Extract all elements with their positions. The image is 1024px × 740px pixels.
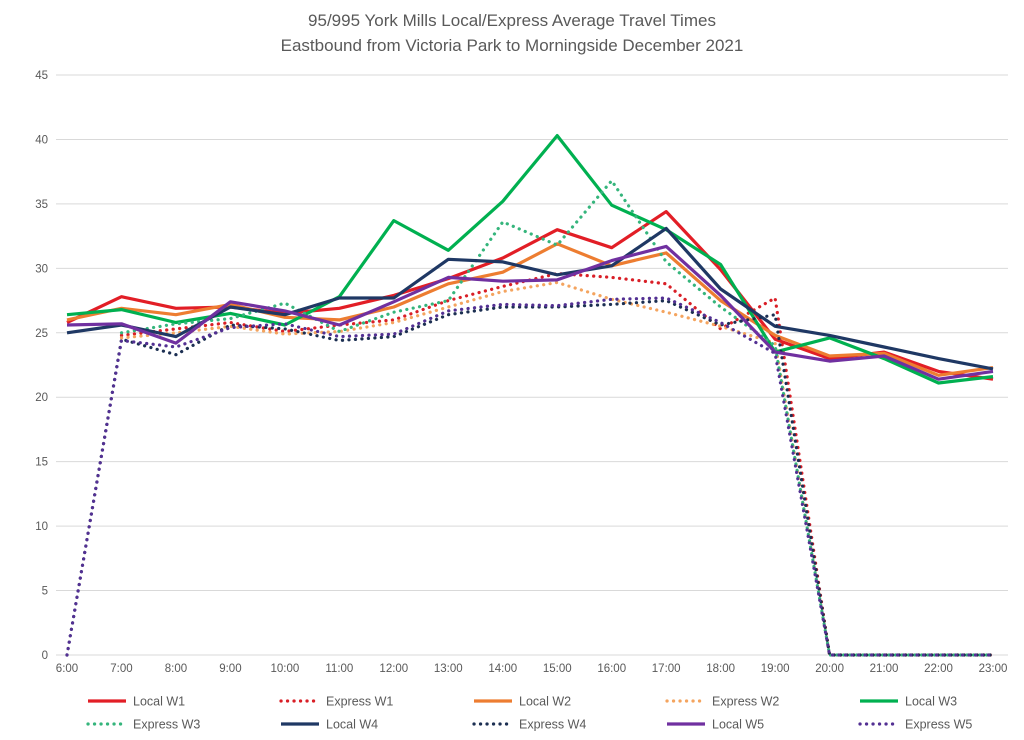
legend-label-local-w3: Local W3 xyxy=(905,695,957,709)
legend-item-express-w5: Express W5 xyxy=(858,718,972,732)
x-tick-label-14:00: 14:00 xyxy=(488,663,517,675)
x-tick-label-10:00: 10:00 xyxy=(270,663,299,675)
x-tick-label-7:00: 7:00 xyxy=(110,663,132,675)
legend-label-local-w4: Local W4 xyxy=(326,718,378,732)
legend-item-local-w3: Local W3 xyxy=(860,695,957,709)
y-tick-label-25: 25 xyxy=(35,328,48,340)
legend-item-express-w3: Express W3 xyxy=(86,718,200,732)
chart-title-line1: 95/995 York Mills Local/Express Average … xyxy=(308,11,716,30)
legend-label-express-w5: Express W5 xyxy=(905,718,972,732)
x-tick-label-20:00: 20:00 xyxy=(815,663,844,675)
y-axis-labels: 0 5 10 15 20 25 30 35 40 45 xyxy=(35,70,48,662)
series-lines-group xyxy=(65,134,995,657)
x-tick-label-12:00: 12:00 xyxy=(379,663,408,675)
x-tick-label-6:00: 6:00 xyxy=(56,663,78,675)
legend-label-local-w2: Local W2 xyxy=(519,695,571,709)
y-tick-label-15: 15 xyxy=(35,457,48,469)
legend-item-express-w1: Express W1 xyxy=(279,695,393,709)
y-tick-label-30: 30 xyxy=(35,263,48,275)
chart-title-line2: Eastbound from Victoria Park to Mornings… xyxy=(280,35,744,55)
x-tick-label-22:00: 22:00 xyxy=(924,663,953,675)
series-line-local-w4 xyxy=(66,226,994,371)
x-tick-label-21:00: 21:00 xyxy=(870,663,899,675)
legend-label-express-w1: Express W1 xyxy=(326,695,393,709)
x-tick-label-15:00: 15:00 xyxy=(543,663,572,675)
series-line-local-w2 xyxy=(66,242,994,377)
gridlines-group xyxy=(56,74,1008,656)
legend-group: Local W1 Express W1 Local W2 Express W2 Loca… xyxy=(86,695,972,732)
series-line-local-w5 xyxy=(66,244,994,381)
y-tick-label-5: 5 xyxy=(42,586,48,598)
legend-label-express-w3: Express W3 xyxy=(133,718,200,732)
y-tick-label-0: 0 xyxy=(42,650,48,662)
legend-label-local-w5: Local W5 xyxy=(712,718,764,732)
x-tick-label-19:00: 19:00 xyxy=(761,663,790,675)
x-tick-label-9:00: 9:00 xyxy=(219,663,241,675)
x-tick-label-11:00: 11:00 xyxy=(325,663,353,675)
y-tick-label-10: 10 xyxy=(35,521,48,533)
x-tick-label-8:00: 8:00 xyxy=(165,663,187,675)
legend-item-local-w1: Local W1 xyxy=(88,695,185,709)
legend-label-express-w2: Express W2 xyxy=(712,695,779,709)
x-tick-label-13:00: 13:00 xyxy=(434,663,463,675)
series-line-express-w3 xyxy=(119,179,995,657)
y-tick-label-20: 20 xyxy=(35,392,48,404)
x-tick-label-16:00: 16:00 xyxy=(597,663,626,675)
series-line-local-w3 xyxy=(66,134,994,385)
series-line-express-w2 xyxy=(119,280,995,657)
legend-label-express-w4: Express W4 xyxy=(519,718,586,732)
legend-item-local-w5: Local W5 xyxy=(667,718,764,732)
legend-item-local-w2: Local W2 xyxy=(474,695,571,709)
legend-item-express-w4: Express W4 xyxy=(472,718,586,732)
series-line-express-w5 xyxy=(65,296,995,657)
y-tick-label-35: 35 xyxy=(35,199,48,211)
x-tick-label-18:00: 18:00 xyxy=(706,663,735,675)
y-tick-label-40: 40 xyxy=(35,134,48,146)
legend-item-express-w2: Express W2 xyxy=(665,695,779,709)
chart-title: 95/995 York Mills Local/Express Average … xyxy=(0,9,1024,58)
x-tick-label-23:00: 23:00 xyxy=(979,663,1008,675)
legend-item-local-w4: Local W4 xyxy=(281,718,378,732)
legend-label-local-w1: Local W1 xyxy=(133,695,185,709)
y-tick-label-45: 45 xyxy=(35,70,48,82)
x-axis-labels: 6:00 7:00 8:00 9:00 10:00 11:00 12:00 13:00 14:0… xyxy=(56,663,1008,675)
x-tick-label-17:00: 17:00 xyxy=(652,663,681,675)
series-line-express-w1 xyxy=(119,271,995,657)
